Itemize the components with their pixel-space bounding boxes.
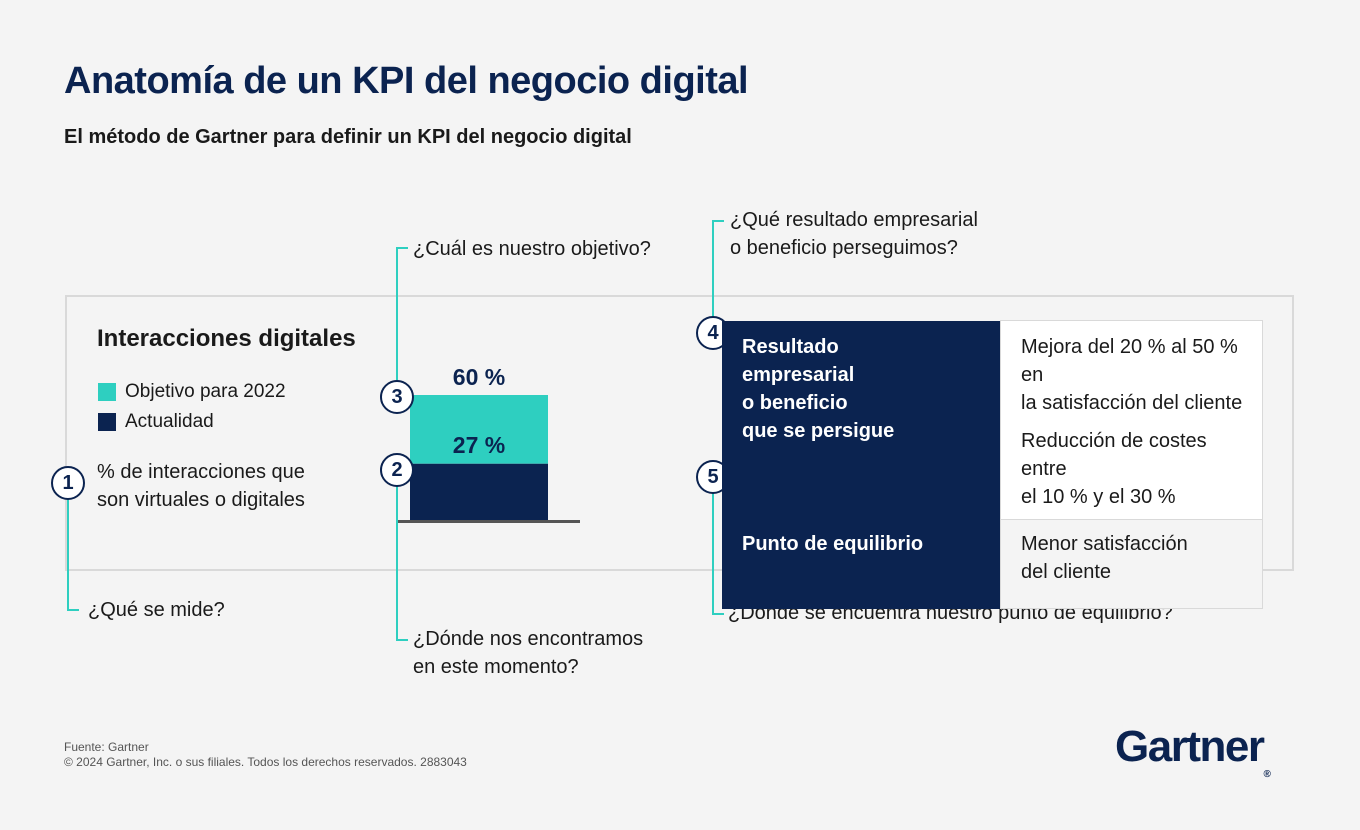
page-title: Anatomía de un KPI del negocio digital [64,60,749,102]
kpi-head-tradeoff: Punto de equilibrio [722,519,1001,609]
data-label-target: 60 % [453,364,505,390]
bar-target [410,395,548,464]
connector-line-1-tick [67,609,79,611]
kpi-head-outcome-line2: empresarial [742,363,855,386]
connector-line-2-tick [396,639,408,641]
kpi-row-tradeoff: Punto de equilibrio Menor satisfacción d… [722,519,1263,609]
connector-line-5 [712,492,714,614]
bar-chart: 60 % 27 % [380,350,580,530]
kpi-tradeoff-line1: Menor satisfacción [1021,533,1188,555]
gartner-logo-mark: ® [1263,769,1271,780]
kpi-body-outcome: Mejora del 20 % al 50 % en la satisfacci… [1000,320,1263,520]
callout-question-4-line1: ¿Qué resultado empresarial [730,209,978,231]
measure-line-2: son virtuales o digitales [97,489,305,511]
legend-swatch-target [98,383,116,401]
connector-line-4-tick [712,220,724,222]
measure-line-1: % de interacciones que [97,461,305,483]
connector-line-1 [67,498,69,610]
footer-source: Fuente: Gartner [64,740,149,754]
connector-line-3 [396,247,398,380]
callout-question-2-line1: ¿Dónde nos encontramos [413,628,644,650]
kpi-outcome-item-1-line2: la satisfacción del cliente [1021,392,1243,414]
page-subtitle: El método de Gartner para definir un KPI… [64,126,632,148]
connector-line-5-tick [712,613,724,615]
callout-question-4-line2: o beneficio perseguimos? [730,237,958,259]
kpi-head-outcome-line3: o beneficio [742,391,848,414]
callout-question-2: ¿Dónde nos encontramos en este momento? [413,625,643,681]
step-1-badge: 1 [51,466,85,500]
footer-copyright: © 2024 Gartner, Inc. o sus filiales. Tod… [64,755,467,769]
gartner-logo-text: Gartner [1115,722,1265,771]
data-label-current: 27 % [453,432,505,458]
kpi-row-outcome: Resultado empresarial o beneficio que se… [722,320,1263,520]
kpi-outcome-item-1-line1: Mejora del 20 % al 50 % en [1021,336,1238,386]
kpi-head-outcome-line1: Resultado [742,335,839,358]
measure-description: % de interacciones que son virtuales o d… [97,458,305,514]
bar-current [410,463,548,520]
kpi-outcome-item-2: Reducción de costes entre el 10 % y el 3… [1021,427,1246,511]
kpi-head-tradeoff-line1: Punto de equilibrio [742,532,924,555]
legend-swatch-current [98,413,116,431]
kpi-head-outcome-line4: que se persigue [742,419,895,442]
legend-label-current: Actualidad [125,411,214,432]
chart-title: Interacciones digitales [97,325,356,352]
step-3-badge: 3 [380,380,414,414]
chart-baseline [398,520,580,523]
kpi-outcome-item-1: Mejora del 20 % al 50 % en la satisfacci… [1021,333,1246,417]
legend-label-target: Objetivo para 2022 [125,381,286,402]
kpi-outcome-item-2-line2: el 10 % y el 30 % [1021,486,1176,508]
connector-line-2 [396,485,398,640]
kpi-body-tradeoff: Menor satisfacción del cliente [1000,519,1263,609]
kpi-outcome-item-2-line1: Reducción de costes entre [1021,430,1207,480]
callout-question-3: ¿Cuál es nuestro objetivo? [413,238,651,260]
gartner-logo: Gartner® [1115,722,1271,780]
kpi-table: Resultado empresarial o beneficio que se… [722,320,1263,609]
connector-line-4 [712,220,714,317]
kpi-head-outcome: Resultado empresarial o beneficio que se… [722,320,1001,520]
callout-question-2-line2: en este momento? [413,656,579,678]
callout-question-1: ¿Qué se mide? [88,599,225,621]
kpi-tradeoff-line2: del cliente [1021,561,1112,583]
connector-line-3-tick [396,247,408,249]
step-2-badge: 2 [380,453,414,487]
callout-question-4: ¿Qué resultado empresarial o beneficio p… [730,206,978,262]
bar-chart-svg: 60 % 27 % [398,364,580,523]
